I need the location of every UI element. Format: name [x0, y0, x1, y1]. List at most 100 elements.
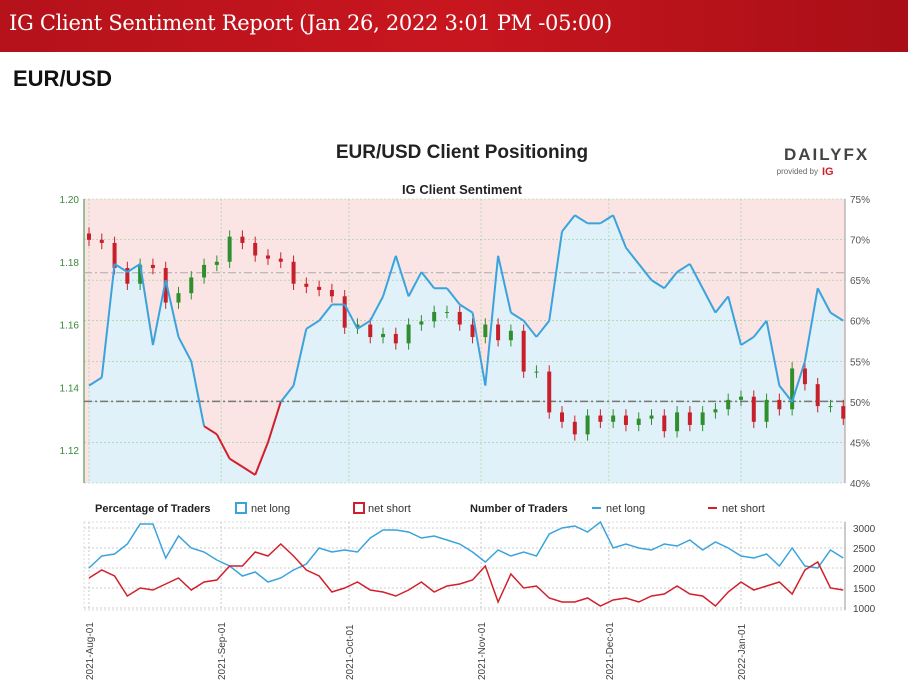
- candle-body: [227, 236, 232, 262]
- candle-body: [790, 368, 795, 410]
- dailyfx-logo: DAILYFX: [784, 145, 869, 164]
- report-title: IG Client Sentiment Report (Jan 26, 2022…: [9, 11, 612, 35]
- net-long-pct-segment: [420, 271, 435, 289]
- net-long-pct-segment: [241, 465, 256, 476]
- price-tick-label: 1.20: [60, 195, 80, 206]
- net-long-pct-segment: [471, 312, 487, 386]
- net-long-pct-segment: [510, 311, 525, 322]
- net-long-pct-segment: [343, 304, 359, 330]
- candle-body: [623, 415, 628, 425]
- candle-body: [739, 396, 743, 400]
- pct-tick-label: 50%: [850, 398, 870, 409]
- x-tick-label: 2021-Aug-01: [85, 622, 96, 680]
- candle-body: [291, 261, 296, 284]
- candle-body: [496, 324, 501, 341]
- candle-body: [304, 283, 309, 287]
- candle-body: [751, 396, 756, 422]
- candle-body: [381, 333, 386, 338]
- candle-body: [253, 242, 258, 256]
- candle-body: [278, 258, 283, 262]
- sub-plot-frame: [83, 521, 846, 611]
- legend-num-short: net short: [722, 503, 765, 515]
- candle-body: [483, 324, 488, 338]
- net-long-pct-segment: [663, 271, 678, 289]
- candle-body: [150, 264, 155, 269]
- candle-body: [444, 311, 449, 313]
- net-short-count-line: [88, 542, 844, 608]
- pct-tick-label: 40%: [850, 479, 870, 490]
- candle-body: [598, 415, 603, 422]
- candle-body: [700, 412, 705, 425]
- net-long-pct-segment: [612, 214, 627, 249]
- net-long-pct-segment: [126, 263, 141, 273]
- candle-body: [240, 236, 245, 243]
- candle-body: [815, 384, 820, 407]
- legend-num-title: Number of Traders: [470, 503, 568, 515]
- net-long-pct-segment: [114, 263, 128, 273]
- candle-body: [572, 421, 577, 435]
- legend-pct-short-swatch: [353, 502, 365, 514]
- net-long-count-line: [88, 520, 844, 583]
- net-long-pct-segment: [382, 255, 397, 297]
- candle-body: [368, 324, 373, 338]
- candle-body: [317, 286, 322, 291]
- x-tick-label: 2021-Nov-01: [477, 622, 488, 680]
- net-long-pct-segment: [599, 214, 614, 225]
- net-long-pct-segment: [139, 263, 154, 346]
- candle-body: [560, 412, 565, 422]
- legend-num-long: net long: [606, 503, 645, 515]
- pair-heading: EUR/USD: [13, 66, 113, 91]
- net-long-pct-segment: [88, 376, 103, 387]
- candle-body: [214, 261, 219, 265]
- candle-body: [713, 409, 718, 413]
- ig-logo: IG: [822, 166, 834, 178]
- candle-body: [406, 324, 411, 344]
- candle-body: [636, 418, 641, 425]
- candle-body: [176, 293, 181, 303]
- candle-body: [189, 277, 194, 294]
- candle-body: [99, 239, 104, 243]
- provided-by-label: provided by: [777, 167, 818, 176]
- net-long-pct-segment: [459, 303, 474, 314]
- net-long-pct-segment: [318, 303, 333, 322]
- trader-count-plot: 2021-Aug-01 2021-Sep-01 2021-Oct-01 2021-No…: [83, 520, 876, 680]
- net-long-pct-segment: [356, 319, 371, 330]
- main-plot: 40% 45% 50% 55% 60% 65% 70% 75% 1.12 1.14 1.16 1.18…: [60, 195, 871, 490]
- candle-body: [202, 264, 207, 278]
- legend-pct-long: net long: [251, 503, 290, 515]
- net-long-pct-segment: [829, 311, 844, 322]
- candle-body: [687, 412, 692, 425]
- count-tick-label: 2000: [853, 564, 876, 575]
- net-long-pct-segment: [650, 279, 665, 290]
- net-long-pct-segment: [279, 385, 295, 403]
- net-long-pct-segment: [177, 336, 193, 362]
- x-tick-label: 2022-Jan-01: [737, 623, 748, 680]
- net-long-pct-segment: [394, 255, 410, 297]
- price-tick-label: 1.12: [60, 446, 80, 457]
- candle-body: [470, 324, 475, 338]
- pct-tick-label: 60%: [850, 317, 870, 328]
- net-long-pct-segment: [803, 288, 819, 362]
- candle-body: [138, 264, 143, 284]
- candle-body: [585, 415, 590, 435]
- candle-body: [87, 233, 91, 240]
- net-long-pct-segment: [407, 271, 423, 297]
- net-long-pct-segment: [791, 360, 806, 403]
- candle-body: [419, 321, 424, 325]
- candle-body: [265, 255, 270, 259]
- net-long-pct-segment: [151, 279, 167, 346]
- price-tick-label: 1.16: [60, 321, 80, 332]
- pct-tick-label: 65%: [850, 276, 870, 287]
- net-long-pct-segment: [548, 231, 564, 321]
- candle-body: [329, 290, 334, 297]
- net-long-pct-segment: [561, 214, 576, 233]
- legend-pct-long-swatch: [235, 502, 247, 514]
- chart-title: EUR/USD Client Positioning: [336, 142, 588, 163]
- count-tick-label: 1000: [853, 604, 876, 615]
- net-long-pct-segment: [778, 385, 793, 403]
- count-tick-label: 1500: [853, 584, 876, 595]
- candle-body: [534, 371, 539, 373]
- pct-tick-label: 70%: [850, 236, 870, 247]
- net-long-pct-segment: [752, 320, 768, 338]
